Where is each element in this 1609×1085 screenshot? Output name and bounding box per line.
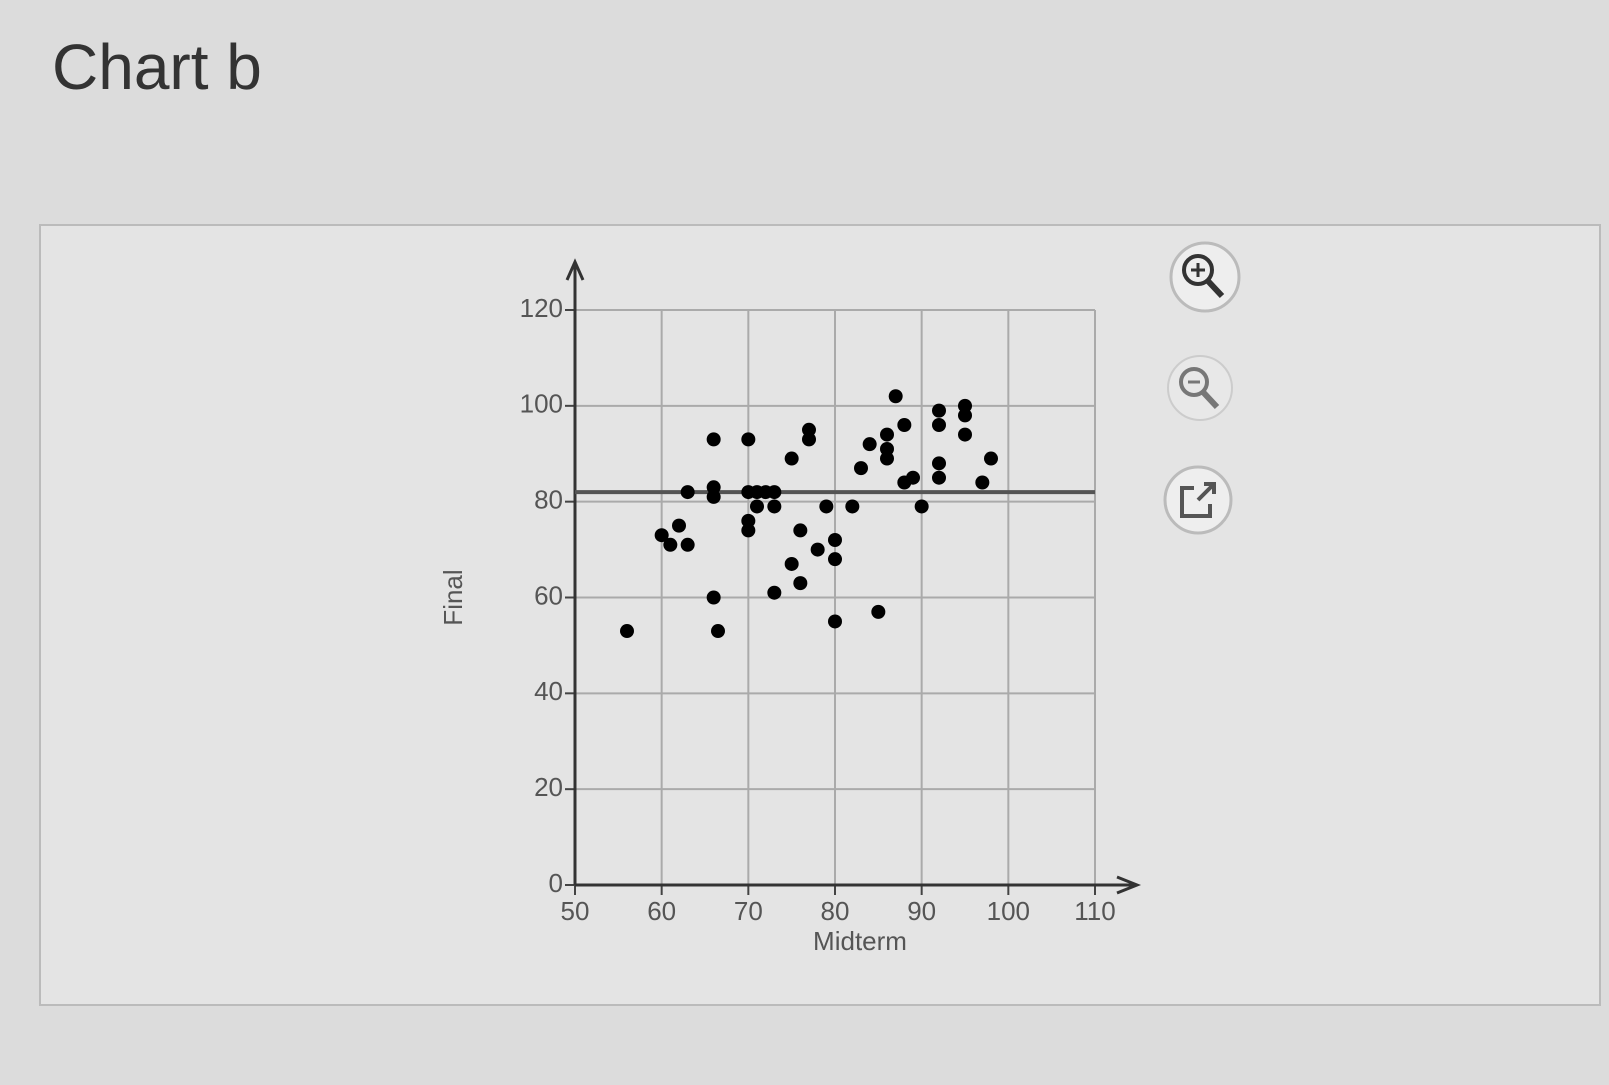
point (862, 437, 877, 452)
point (793, 523, 808, 538)
point (654, 528, 669, 543)
point (680, 537, 695, 552)
point (958, 427, 972, 442)
x-tick-label: 110 (1074, 896, 1115, 926)
point (784, 451, 799, 466)
point (706, 480, 721, 495)
point (958, 398, 972, 413)
zoom-in-button[interactable] (1169, 241, 1241, 313)
point (914, 499, 929, 514)
point (750, 499, 764, 514)
x-tick-label: 50 (561, 896, 590, 926)
point (620, 624, 634, 639)
y-tick-label: 40 (534, 676, 563, 706)
x-tick-label: 90 (907, 896, 936, 926)
y-axis-label: Final (438, 569, 468, 625)
point (932, 418, 946, 432)
point (854, 461, 868, 476)
x-tick-label: 80 (821, 896, 850, 926)
point (741, 523, 756, 538)
chart-panel (39, 224, 1601, 1006)
point (871, 604, 886, 619)
point (906, 470, 920, 485)
point (828, 614, 842, 629)
point (888, 389, 903, 404)
point (845, 499, 860, 514)
point (958, 408, 972, 423)
point (793, 576, 808, 591)
popout-button[interactable] (1163, 465, 1233, 535)
point (706, 590, 721, 605)
y-tick-label: 20 (534, 772, 563, 802)
point (880, 427, 894, 442)
point (767, 499, 782, 514)
y-tick-label: 60 (534, 580, 563, 610)
point (784, 556, 799, 571)
y-tick-label: 120 (520, 293, 563, 323)
point (932, 403, 946, 418)
page-title: Chart b (52, 31, 262, 103)
point (975, 475, 990, 490)
x-tick-label: 100 (987, 896, 1030, 926)
point (828, 533, 842, 547)
point (741, 432, 756, 447)
point (984, 451, 998, 466)
point (680, 485, 695, 500)
point (706, 489, 721, 504)
x-axis (575, 875, 1142, 895)
point (932, 470, 946, 485)
point (897, 418, 912, 432)
y-tick-label: 0 (549, 868, 563, 898)
x-tick-label: 60 (647, 896, 676, 926)
point (802, 422, 816, 437)
y-tick-label: 80 (534, 485, 563, 515)
point (802, 432, 816, 447)
point (672, 518, 686, 533)
y-axis (565, 258, 585, 885)
point (767, 485, 782, 500)
point (880, 441, 894, 456)
y-tick-label: 100 (520, 389, 563, 419)
point (767, 585, 782, 600)
point (741, 513, 756, 528)
x-tick-label: 70 (734, 896, 763, 926)
point (706, 432, 721, 447)
point (711, 624, 725, 639)
point (828, 552, 842, 567)
x-axis-label: Midterm (813, 926, 907, 956)
point (819, 499, 834, 514)
zoom-out-button[interactable] (1167, 355, 1233, 421)
point (932, 456, 946, 471)
point (880, 451, 894, 466)
point (810, 542, 825, 557)
point (663, 537, 678, 552)
